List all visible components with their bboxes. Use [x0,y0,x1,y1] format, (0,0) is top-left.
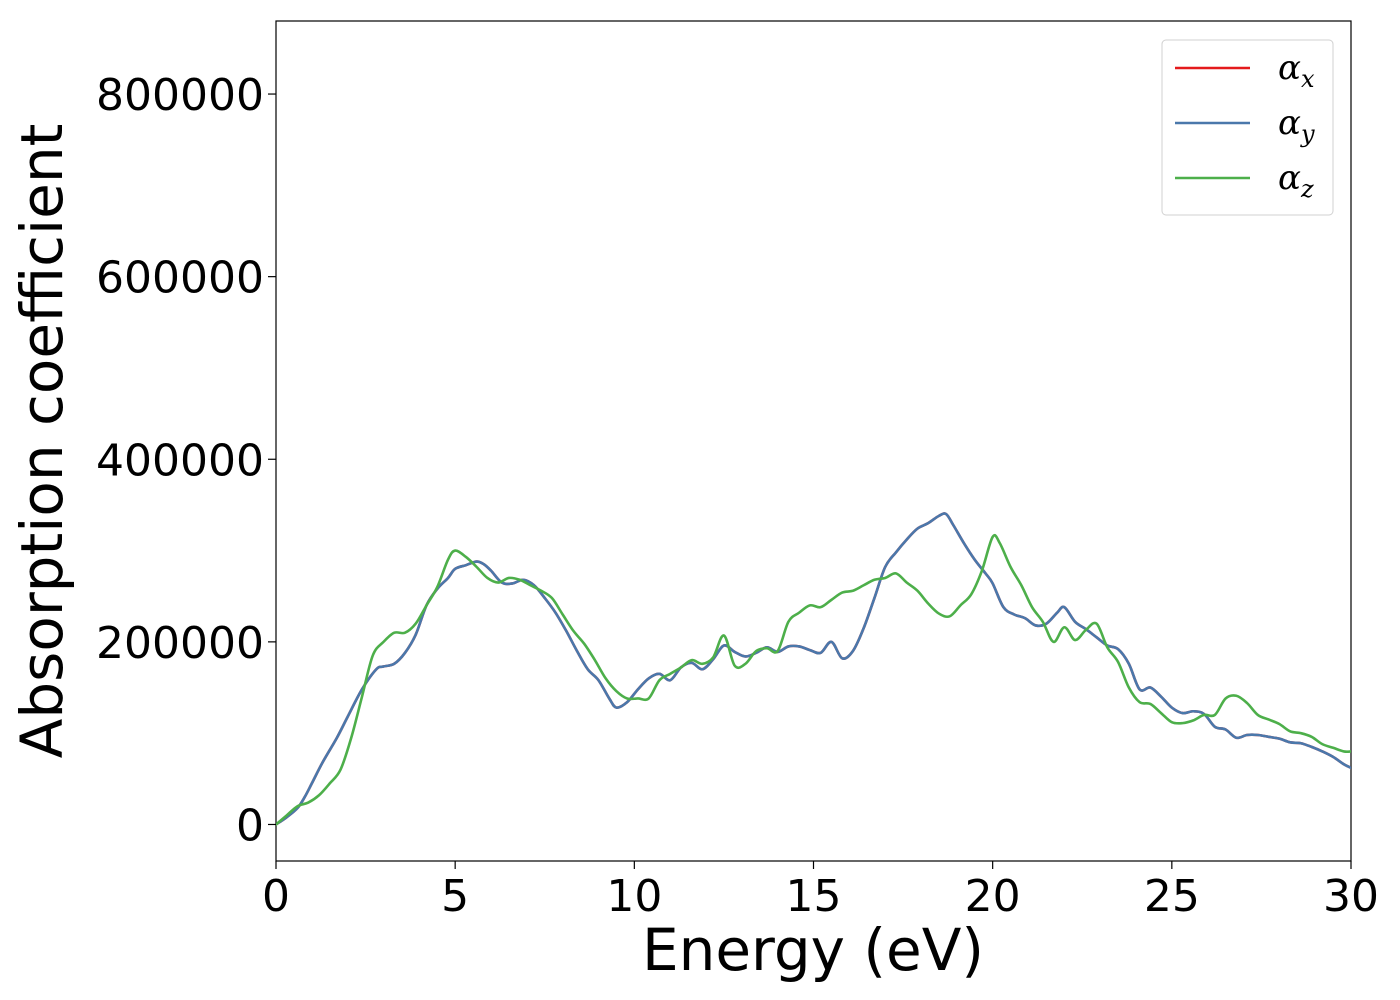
legend: αx αy αz [1161,39,1334,216]
legend-label-z: αz [1278,158,1314,203]
x-axis-label: Energy (eV) [642,916,984,984]
x-tick-label: 5 [441,871,469,922]
x-tick-label: 15 [786,871,842,922]
y-axis-ticks: 0 200000 400000 600000 800000 [96,70,276,851]
y-tick-label: 600000 [96,253,264,304]
series-line-x [276,512,1351,826]
series-line-z [276,533,1351,826]
legend-box [1161,39,1334,216]
y-axis-label: Absorption coefficient [8,124,76,759]
series-line-y [276,512,1351,826]
x-tick-label: 0 [262,871,290,922]
legend-label-y: αy [1278,103,1315,148]
x-axis-ticks: 0 5 10 15 20 25 30 [262,861,1379,922]
legend-label-x: αx [1278,48,1315,93]
y-tick-label: 800000 [96,70,264,121]
x-tick-label: 30 [1323,871,1379,922]
x-tick-label: 25 [1144,871,1200,922]
y-tick-label: 400000 [96,435,264,486]
series-layer [276,512,1351,826]
y-tick-label: 0 [236,800,264,851]
x-tick-label: 10 [606,871,662,922]
y-tick-label: 200000 [96,618,264,669]
x-tick-label: 20 [965,871,1021,922]
